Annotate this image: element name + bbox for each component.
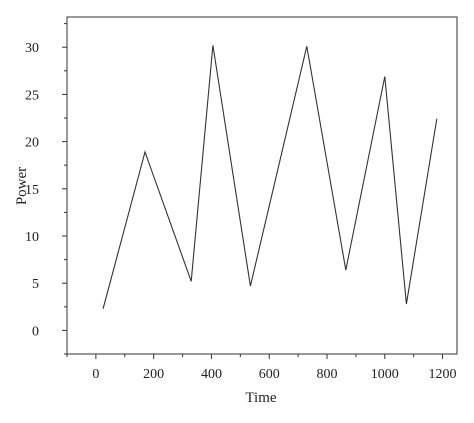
x-tick-label: 600 — [259, 367, 280, 382]
x-tick-label: 800 — [317, 367, 338, 382]
y-tick-label: 10 — [25, 230, 39, 245]
y-tick-label: 30 — [25, 41, 39, 56]
x-axis-label: Time — [245, 390, 276, 406]
x-tick-label: 200 — [143, 367, 164, 382]
x-tick-label: 1000 — [371, 367, 399, 382]
y-axis-label: Power — [14, 167, 30, 205]
y-tick-label: 0 — [32, 324, 39, 339]
y-tick-label: 20 — [25, 136, 39, 151]
x-tick-label: 400 — [201, 367, 222, 382]
series-line — [103, 45, 437, 308]
axis-ticks — [62, 24, 443, 359]
series-layer — [103, 45, 437, 308]
plot-frame — [67, 17, 457, 354]
y-tick-label: 25 — [25, 88, 39, 103]
x-tick-label: 0 — [92, 367, 99, 382]
x-tick-label: 1200 — [429, 367, 457, 382]
y-tick-label: 5 — [32, 277, 39, 292]
